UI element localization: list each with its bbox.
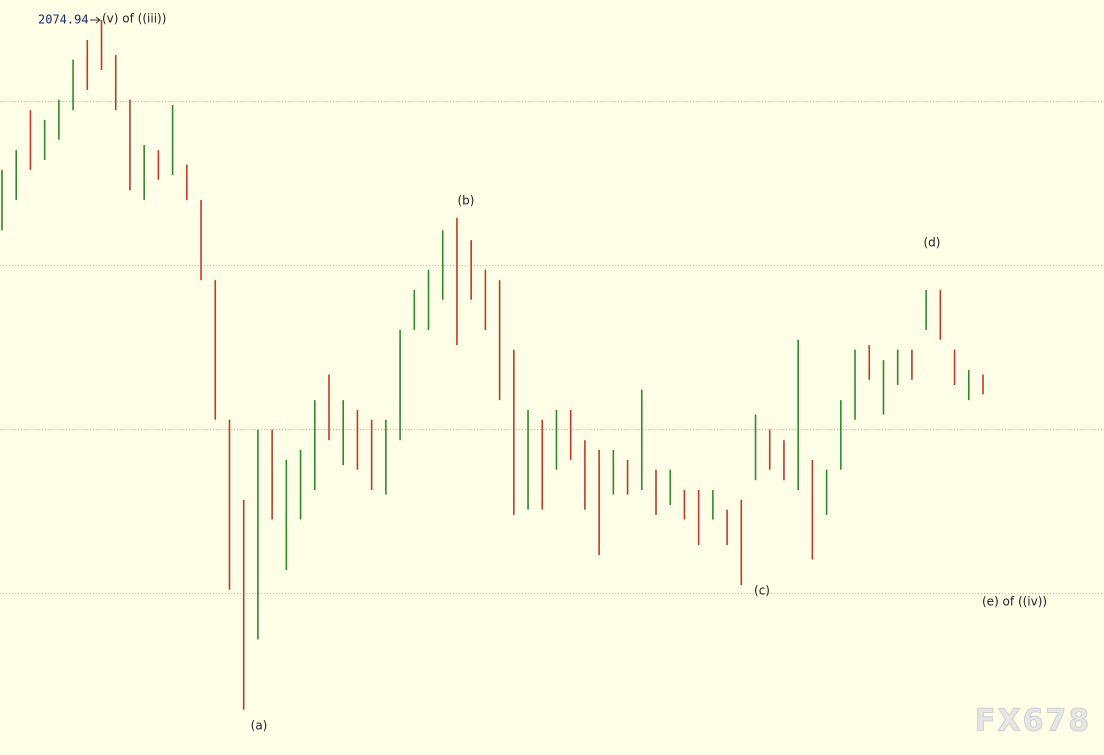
wave-label: (c) xyxy=(754,584,770,598)
watermark: FX678 xyxy=(975,704,1091,739)
grid xyxy=(0,101,1104,595)
peak-value-label: 2074.94 xyxy=(38,13,89,27)
wave-label: (e) of ((iv)) xyxy=(982,595,1047,609)
wave-label: (a) xyxy=(251,719,268,733)
wave-label: (d) xyxy=(924,236,941,250)
price-bars xyxy=(1,20,984,710)
wave-label: (b) xyxy=(458,194,475,208)
wave-label: (v) of ((iii)) xyxy=(102,12,166,26)
peak-arrow xyxy=(90,16,101,24)
